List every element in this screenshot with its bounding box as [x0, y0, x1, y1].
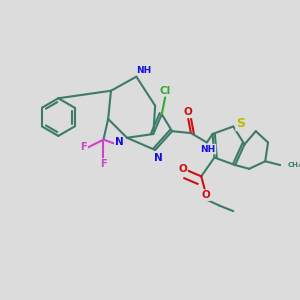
Text: Cl: Cl	[160, 86, 171, 96]
Text: O: O	[184, 107, 193, 117]
Text: F: F	[118, 140, 124, 149]
Text: N: N	[115, 137, 124, 148]
Text: N: N	[154, 152, 162, 163]
Text: NH: NH	[136, 66, 152, 75]
Text: F: F	[80, 142, 87, 152]
Text: O: O	[202, 190, 210, 200]
Text: NH: NH	[200, 145, 215, 154]
Text: F: F	[100, 159, 107, 169]
Text: S: S	[236, 117, 245, 130]
Text: CH₃: CH₃	[288, 162, 300, 168]
Text: O: O	[178, 164, 187, 174]
